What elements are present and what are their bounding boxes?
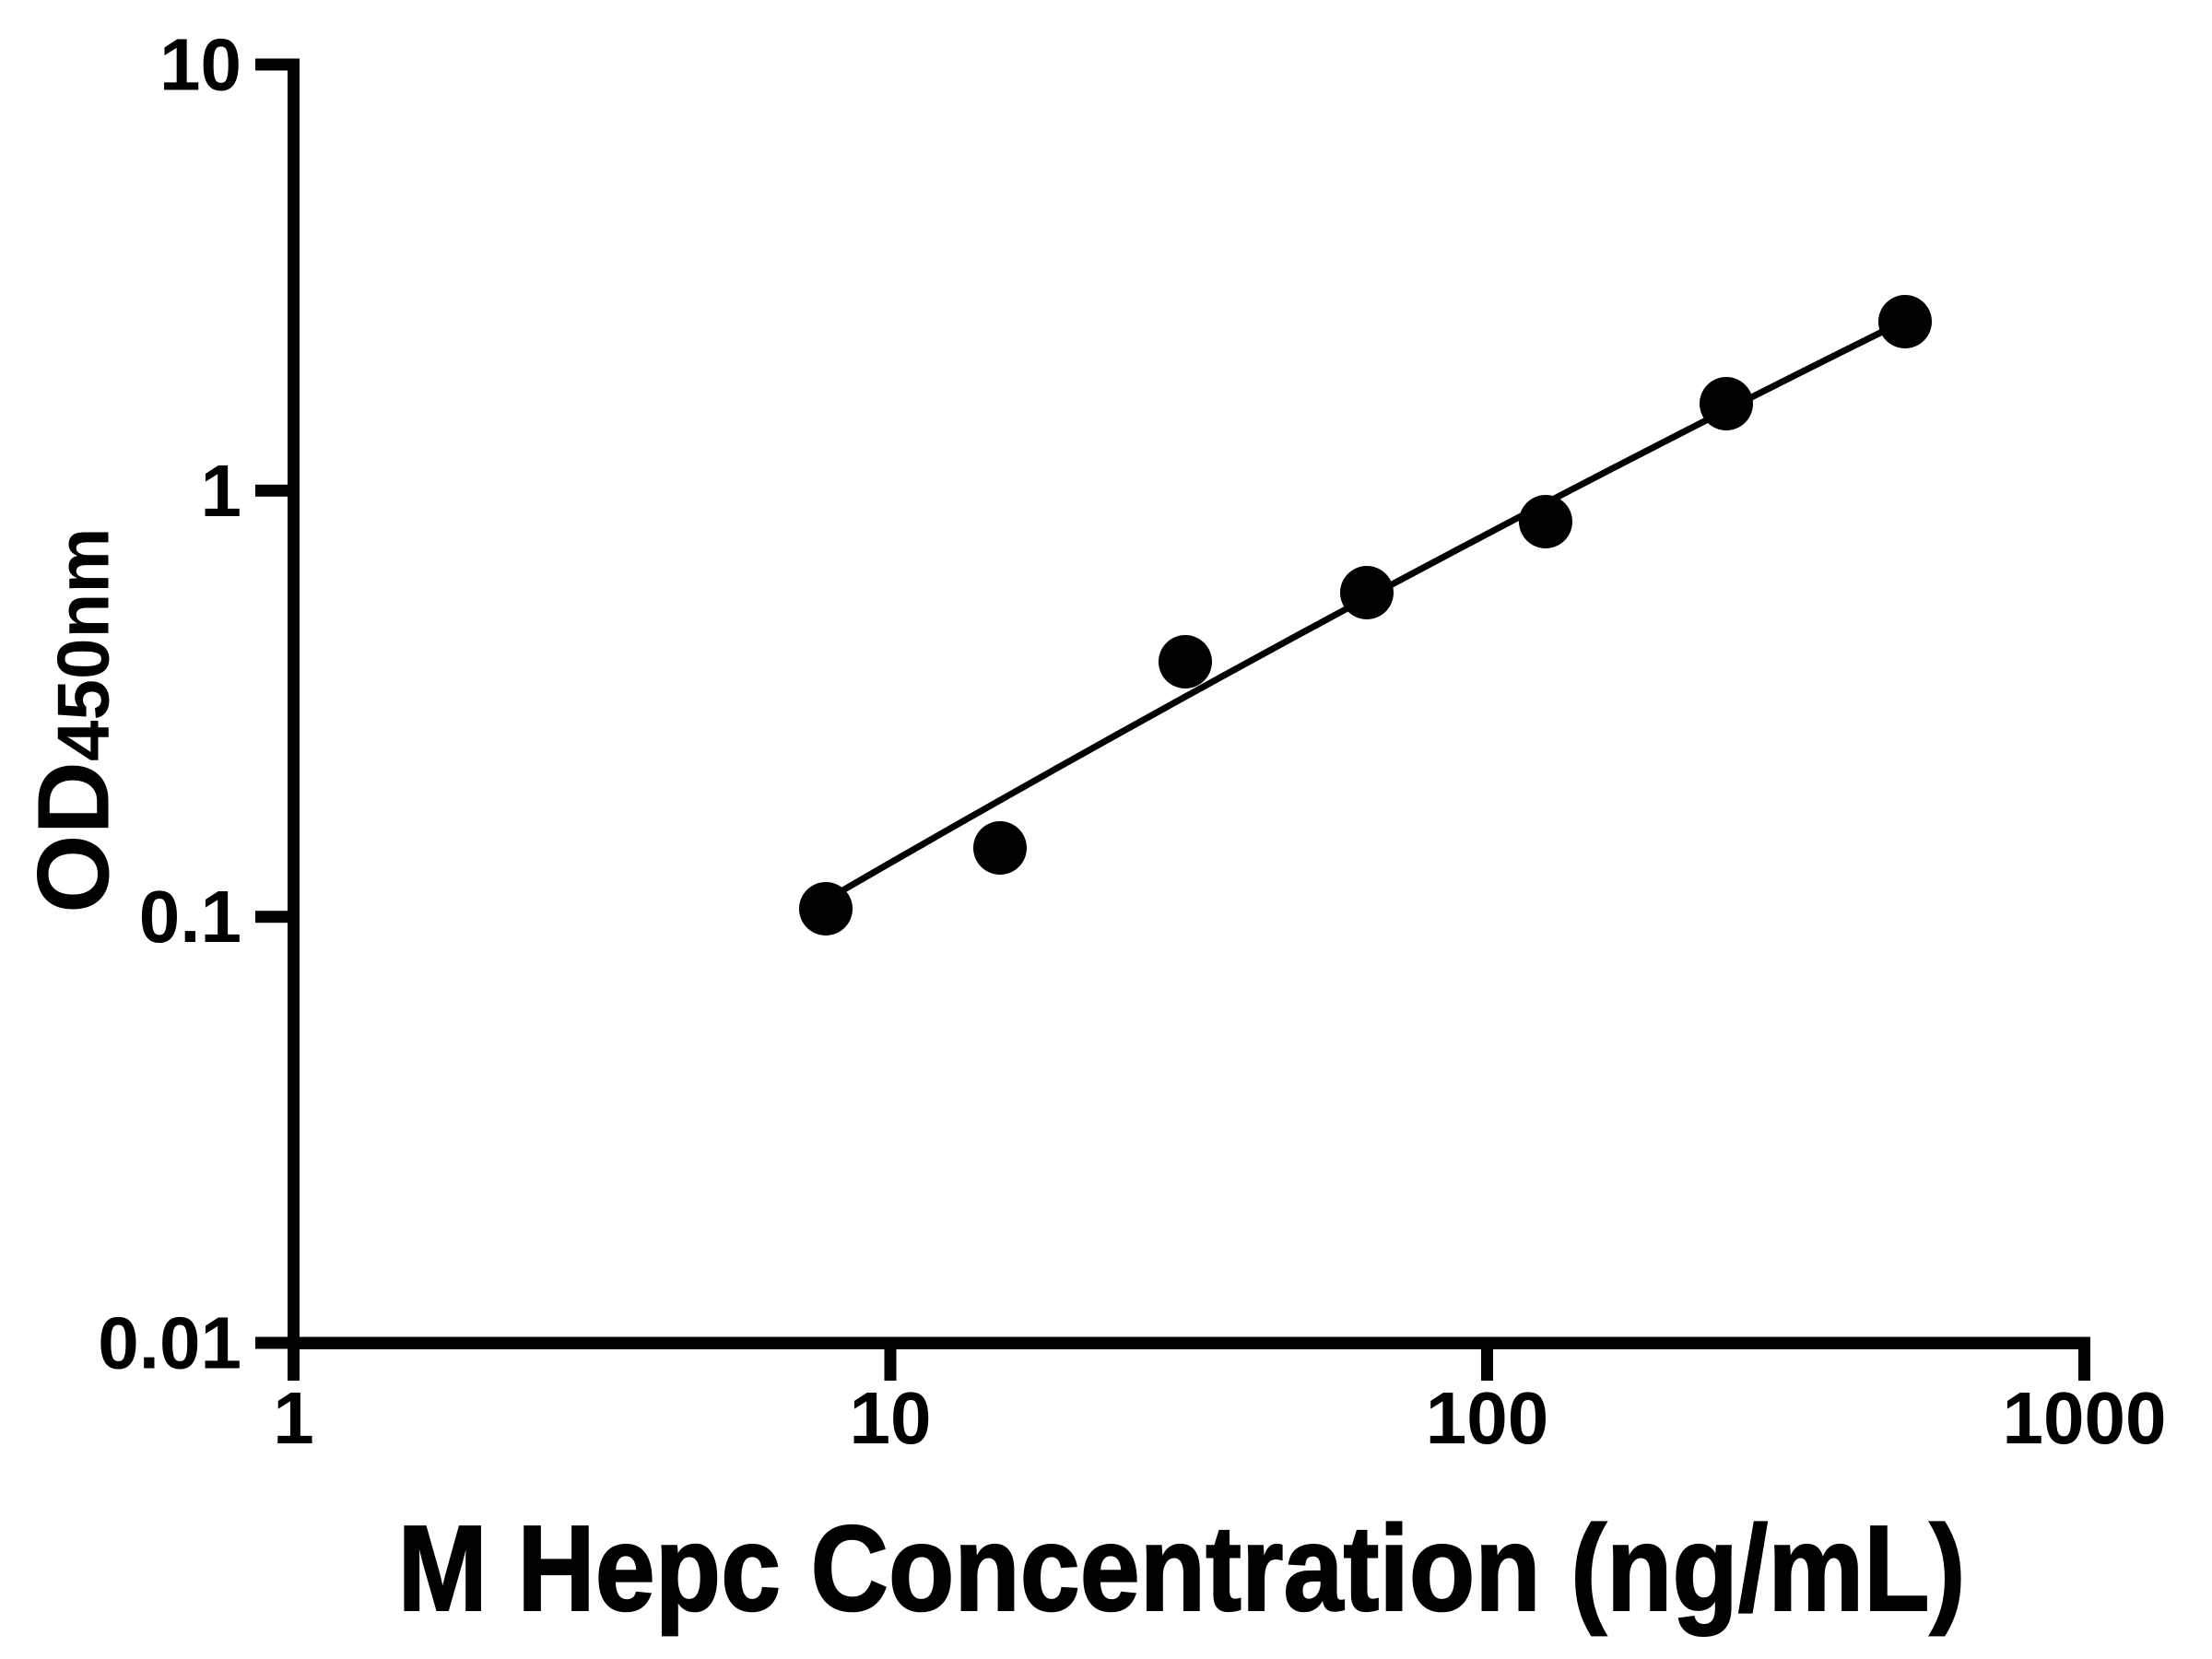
svg-text:M Hepc Concentration (ng/mL): M Hepc Concentration (ng/mL) (398, 1500, 1966, 1636)
svg-text:1: 1 (201, 450, 242, 532)
svg-text:0.1: 0.1 (139, 876, 241, 958)
svg-text:100: 100 (1426, 1377, 1548, 1459)
svg-text:10: 10 (159, 24, 241, 106)
svg-text:1000: 1000 (2003, 1377, 2167, 1459)
svg-text:1: 1 (273, 1377, 314, 1459)
svg-text:10: 10 (850, 1377, 932, 1459)
svg-text:0.01: 0.01 (98, 1302, 241, 1384)
